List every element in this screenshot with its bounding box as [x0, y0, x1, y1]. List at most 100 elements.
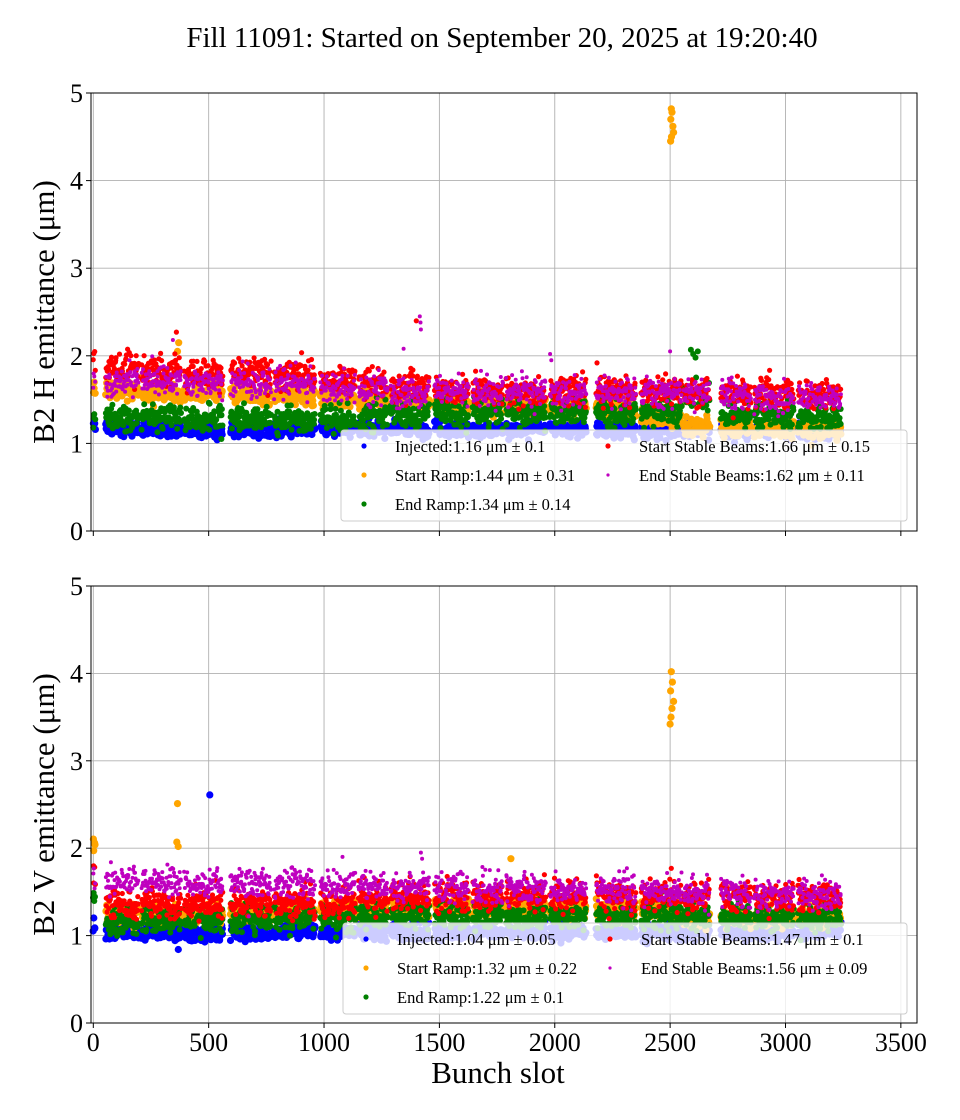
data-point: [583, 376, 589, 382]
data-point: [486, 419, 493, 426]
data-point: [350, 413, 357, 420]
data-point: [817, 423, 824, 430]
data-point: [241, 400, 247, 407]
data-point: [632, 380, 638, 386]
data-point: [229, 425, 235, 432]
data-point: [663, 371, 669, 377]
data-point: [275, 432, 281, 439]
data-point: [503, 421, 510, 428]
data-point: [706, 423, 714, 431]
data-point: [305, 367, 311, 373]
data-point: [627, 405, 633, 411]
data-point: [219, 422, 226, 429]
data-point: [120, 433, 128, 441]
data-point: [288, 426, 295, 433]
data-point: [332, 405, 339, 412]
data-point: [125, 407, 132, 414]
data-point: [159, 358, 165, 364]
data-point: [159, 425, 166, 432]
data-point: [198, 366, 204, 372]
data-point: [704, 407, 711, 414]
data-point: [202, 358, 208, 364]
data-point: [268, 358, 274, 364]
data-point: [516, 406, 522, 412]
data-point: [218, 406, 225, 413]
data-point: [287, 402, 294, 409]
data-point: [120, 422, 127, 429]
data-point-outlier: [667, 137, 675, 145]
data-point: [759, 424, 766, 431]
data-point: [655, 374, 661, 380]
data-point: [473, 368, 479, 374]
data-point: [194, 358, 200, 364]
data-point: [149, 401, 156, 408]
data-point-outlier: [669, 122, 677, 130]
data-point: [91, 411, 98, 418]
data-point-outlier: [668, 108, 676, 116]
data-point: [498, 415, 505, 422]
data-point: [174, 425, 181, 432]
data-point: [464, 421, 471, 428]
data-point: [218, 365, 224, 371]
data-point: [122, 361, 128, 367]
data-point: [218, 412, 225, 419]
data-point: [674, 423, 681, 430]
data-point: [266, 432, 274, 441]
data-point: [263, 403, 270, 410]
data-point: [458, 424, 465, 430]
data-point: [91, 389, 99, 397]
data-point: [178, 410, 184, 416]
data-point: [138, 426, 145, 433]
data-point: [410, 367, 416, 373]
data-point: [676, 411, 683, 418]
data-point: [177, 404, 184, 411]
data-point: [109, 401, 116, 408]
data-point: [632, 406, 639, 413]
data-point: [381, 369, 387, 375]
data-point: [582, 404, 589, 410]
data-point: [600, 405, 606, 411]
data-point: [396, 373, 402, 379]
data-point: [837, 421, 844, 427]
data-point: [172, 351, 178, 357]
data-point: [608, 401, 615, 408]
data-point: [205, 363, 211, 369]
data-point-outlier: [692, 354, 699, 361]
data-point: [630, 415, 637, 422]
data-point: [660, 415, 667, 422]
data-point-outlier: [667, 115, 675, 123]
data-point: [330, 430, 337, 437]
data-point: [790, 407, 797, 414]
data-point: [650, 423, 657, 430]
data-point: [734, 373, 741, 379]
data-point: [251, 355, 257, 361]
data-point: [170, 404, 177, 411]
data-point: [141, 401, 148, 408]
data-point: [836, 415, 843, 421]
data-point: [176, 355, 182, 361]
data-point: [309, 401, 317, 409]
data-point: [464, 414, 471, 421]
data-point: [788, 421, 795, 428]
data-point: [108, 354, 115, 360]
data-point: [311, 416, 318, 423]
data-point: [267, 419, 274, 426]
data-point: [299, 350, 305, 356]
data-points: [89, 105, 845, 449]
data-point: [594, 360, 600, 366]
data-point: [520, 403, 526, 409]
data-point: [206, 400, 213, 407]
data-point: [232, 360, 238, 366]
data-point: [190, 363, 196, 369]
data-point: [154, 429, 161, 436]
data-point-outlier: [218, 436, 225, 442]
data-point: [369, 364, 375, 370]
data-point: [311, 411, 318, 417]
data-point: [424, 408, 431, 415]
data-point: [327, 402, 334, 408]
data-point: [344, 400, 351, 407]
data-point: [308, 356, 315, 363]
data-point: [92, 349, 98, 355]
data-point: [536, 374, 542, 380]
data-point: [414, 373, 420, 379]
